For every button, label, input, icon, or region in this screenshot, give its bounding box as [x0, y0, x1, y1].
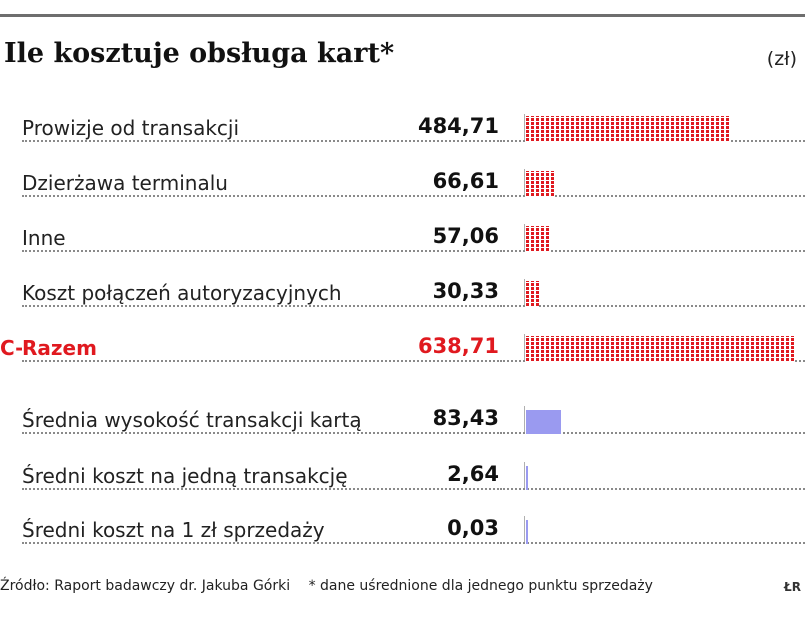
value-label: 638,71 [413, 334, 499, 358]
chart-row: Średnia wysokość transakcji kartą 83,43 [0, 400, 805, 440]
bar [526, 410, 561, 434]
bar [526, 336, 794, 362]
leader-dots [22, 250, 499, 252]
category-label: Średni koszt na jedną transakcję [22, 464, 352, 488]
value-label: 57,06 [428, 224, 499, 248]
chart-row: Inne 57,06 [0, 218, 805, 258]
leader-dots [22, 432, 499, 434]
bar-axis-tick [524, 462, 525, 488]
total-marker: C- [0, 336, 24, 360]
value-label: 83,43 [428, 406, 499, 430]
category-label: Prowizje od transakcji [22, 116, 244, 140]
bar-baseline-dots [500, 488, 805, 490]
top-rule [0, 14, 805, 17]
bar-axis-tick [524, 224, 525, 250]
bar-baseline-dots [500, 432, 805, 434]
bar-baseline-dots [500, 195, 805, 197]
category-label: Dzierżawa terminalu [22, 171, 232, 195]
leader-dots [22, 360, 499, 362]
value-label: 0,03 [443, 516, 499, 540]
chart-row: Prowizje od transakcji 484,71 [0, 108, 805, 148]
leader-dots [22, 140, 499, 142]
bar-axis-tick [524, 334, 525, 360]
bar [526, 171, 554, 197]
chart-row: Koszt połączeń autoryzacyjnych 30,33 [0, 273, 805, 313]
category-label: Średni koszt na 1 zł sprzedaży [22, 518, 329, 542]
category-label: Średnia wysokość transakcji kartą [22, 408, 366, 432]
chart-row: Średni koszt na 1 zł sprzedaży 0,03 [0, 510, 805, 550]
value-label: 484,71 [413, 114, 499, 138]
bar-axis-tick [524, 169, 525, 195]
footer: Źródło: Raport badawczy dr. Jakuba Górki… [0, 578, 653, 594]
value-label: 30,33 [428, 279, 499, 303]
chart-row: Średni koszt na jedną transakcję 2,64 [0, 456, 805, 496]
leader-dots [22, 305, 499, 307]
total-row: C- Razem 638,71 [0, 328, 805, 368]
footnote-text: * dane uśrednione dla jednego punktu spr… [308, 578, 653, 594]
bar-axis-tick [524, 516, 525, 542]
bar [526, 116, 730, 142]
leader-dots [22, 542, 499, 544]
source-text: Źródło: Raport badawczy dr. Jakuba Górki [0, 578, 291, 594]
bar-axis-tick [524, 114, 525, 140]
bar-axis-tick [524, 406, 525, 432]
leader-dots [22, 488, 499, 490]
unit-label: (zł) [766, 48, 797, 70]
value-label: 66,61 [428, 169, 499, 193]
bar-baseline-dots [500, 542, 805, 544]
bar-baseline-dots [500, 305, 805, 307]
bar-axis-tick [524, 279, 525, 305]
bar [526, 281, 539, 307]
publisher-logo: ŁR [784, 580, 801, 594]
category-label: Koszt połączeń autoryzacyjnych [22, 281, 346, 305]
bar [526, 466, 528, 490]
chart-row: Dzierżawa terminalu 66,61 [0, 163, 805, 203]
category-label: Inne [22, 226, 70, 250]
leader-dots [22, 195, 499, 197]
bar [526, 226, 550, 252]
value-label: 2,64 [443, 462, 499, 486]
chart-title: Ile kosztuje obsługa kart* [4, 38, 395, 69]
bar [526, 520, 528, 544]
bar-baseline-dots [500, 250, 805, 252]
category-label: Razem [22, 336, 101, 360]
